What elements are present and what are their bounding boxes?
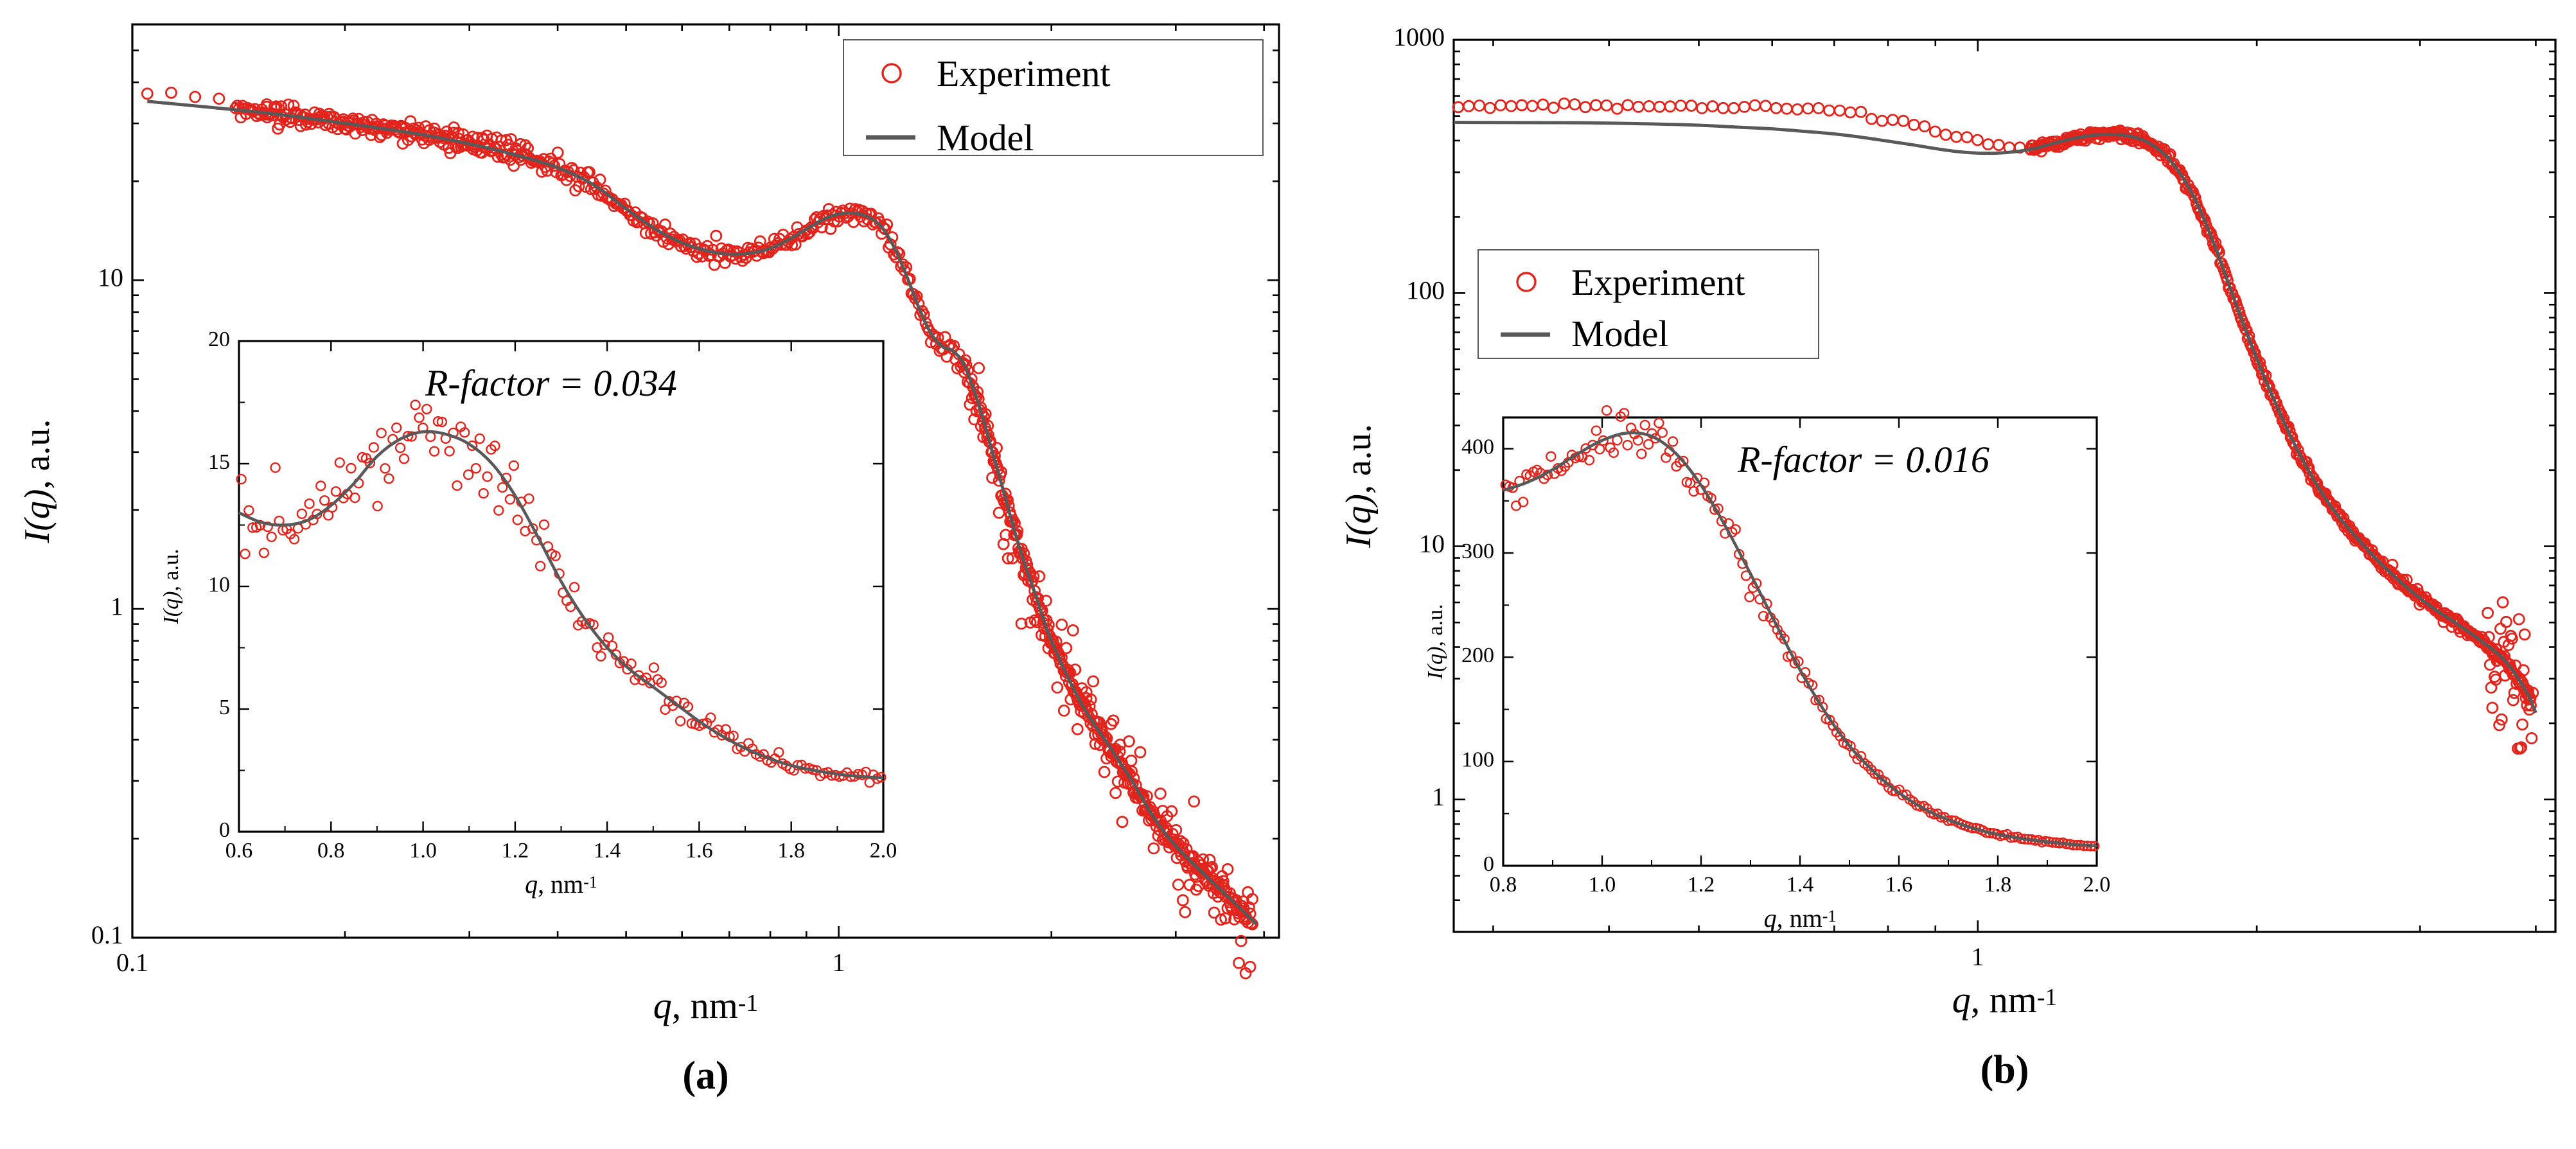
svg-text:0.6: 0.6: [225, 839, 253, 863]
svg-text:1: 1: [1432, 782, 1445, 811]
svg-text:0.8: 0.8: [317, 839, 345, 863]
svg-text:0: 0: [219, 818, 230, 842]
svg-text:1: 1: [110, 592, 123, 620]
svg-text:100: 100: [1406, 276, 1445, 304]
svg-text:1.8: 1.8: [1984, 873, 2012, 897]
svg-text:15: 15: [208, 450, 230, 474]
svg-text:1.8: 1.8: [777, 839, 805, 863]
svg-text:1.2: 1.2: [502, 839, 529, 863]
svg-text:200: 200: [1461, 644, 1494, 667]
svg-text:10: 10: [1419, 529, 1445, 558]
svg-text:Model: Model: [1571, 313, 1668, 355]
svg-text:10: 10: [208, 573, 230, 597]
svg-text:I(q), a.u.: I(q), a.u.: [159, 548, 183, 624]
svg-text:300: 300: [1461, 539, 1494, 563]
svg-text:I(q), a.u.: I(q), a.u.: [1424, 604, 1447, 680]
svg-text:Experiment: Experiment: [937, 53, 1111, 94]
svg-text:1.4: 1.4: [1786, 873, 1814, 897]
svg-text:(b): (b): [1981, 1048, 2029, 1092]
svg-text:20: 20: [208, 328, 230, 351]
svg-text:Model: Model: [937, 117, 1034, 159]
svg-text:1.0: 1.0: [409, 839, 437, 863]
svg-text:100: 100: [1461, 748, 1494, 771]
svg-text:400: 400: [1461, 435, 1494, 459]
svg-text:0: 0: [1483, 852, 1494, 876]
svg-text:1.6: 1.6: [1885, 873, 1913, 897]
svg-text:0.1: 0.1: [91, 920, 123, 949]
svg-text:10: 10: [98, 263, 123, 292]
svg-text:1: 1: [833, 948, 845, 977]
svg-text:0.1: 0.1: [116, 948, 148, 977]
svg-text:Experiment: Experiment: [1571, 261, 1745, 303]
svg-text:(a): (a): [682, 1054, 728, 1098]
svg-text:5: 5: [219, 696, 230, 719]
svg-text:2.0: 2.0: [870, 839, 897, 863]
svg-text:I(q), a.u.: I(q), a.u.: [17, 419, 57, 544]
svg-text:0.8: 0.8: [1490, 873, 1517, 897]
svg-text:1: 1: [1972, 942, 1984, 971]
svg-text:R-factor = 0.034: R-factor = 0.034: [425, 362, 677, 404]
svg-text:1.2: 1.2: [1688, 873, 1715, 897]
svg-text:1000: 1000: [1393, 22, 1445, 51]
svg-text:1.6: 1.6: [685, 839, 713, 863]
svg-text:I(q), a.u.: I(q), a.u.: [1339, 424, 1379, 548]
svg-text:R-factor = 0.016: R-factor = 0.016: [1737, 439, 1989, 480]
svg-text:1.0: 1.0: [1589, 873, 1616, 897]
svg-text:2.0: 2.0: [2083, 873, 2111, 897]
svg-text:1.4: 1.4: [594, 839, 621, 863]
